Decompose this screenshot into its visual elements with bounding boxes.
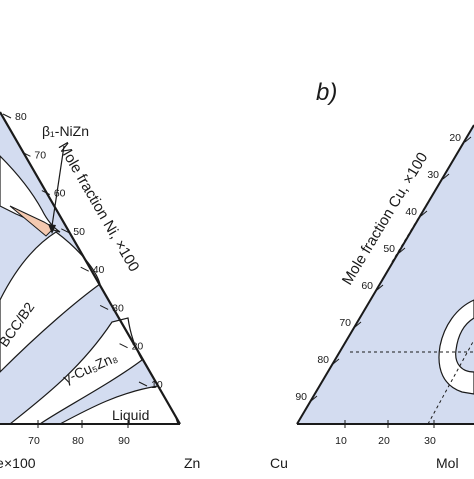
right-edge-tick-mark <box>420 210 428 217</box>
left-edge-tick-mark <box>22 151 31 157</box>
left-edge-tick-mark <box>80 266 89 272</box>
left-annotation-arrow <box>51 145 65 227</box>
left-edge-tick-mark <box>2 113 12 119</box>
left-annotation-arrowhead <box>48 224 56 234</box>
left-edge-tick-mark <box>61 228 70 234</box>
right-edge-tick-label: 70 <box>339 317 351 329</box>
right-edge-tick-mark <box>332 358 340 365</box>
right-edge-tick-label: 30 <box>427 169 439 181</box>
left-white-band-lower <box>8 317 143 425</box>
right-edge-tick-label: 60 <box>361 280 373 292</box>
left-bottom-axis-fragment: ×100 <box>4 455 36 471</box>
left-edge-tick-label: 50 <box>73 226 85 238</box>
left-phase-label-liquid: Liquid <box>112 407 149 423</box>
right-edge-tick-label: 90 <box>295 391 307 403</box>
right-dashed-diagonal <box>427 339 474 425</box>
left-edge-tick-label: 40 <box>93 264 105 276</box>
left-edge-tick-mark <box>99 304 109 310</box>
left-edge-tick-label: 60 <box>54 188 66 200</box>
left-corner-label: Zn <box>184 455 200 471</box>
right-edge-tick-mark <box>442 173 450 180</box>
right-left-edge <box>296 124 474 425</box>
left-bottom-tick-label: 80 <box>72 435 84 447</box>
right-white-region <box>438 299 474 395</box>
left-edge-tick-label: 20 <box>132 341 144 353</box>
left-white-band-bcc <box>0 231 101 373</box>
right-edge-tick-label: 20 <box>449 132 461 144</box>
left-bottom-axis-fragment-mark: e <box>0 455 4 471</box>
right-edge-tick-label: 40 <box>405 206 417 218</box>
right-corner-label: Cu <box>270 455 288 471</box>
left-ticks: 80 70 60 50 40 30 20 10 70 80 90 <box>2 111 163 447</box>
right-edge-tick-mark <box>398 247 406 254</box>
right-edge-tick-mark <box>376 284 384 291</box>
left-annotation-label: β₁-NiZn <box>42 123 89 139</box>
right-edge-tick-mark <box>354 321 362 328</box>
left-bottom-tick-label: 70 <box>28 435 40 447</box>
left-edge-tick-label: 80 <box>15 111 27 123</box>
right-bottom-axis-fragment: Mol <box>436 455 459 471</box>
left-hypotenuse <box>0 111 181 425</box>
right-panel-label: b) <box>316 79 337 106</box>
left-edge-tick-mark <box>41 190 51 196</box>
left-edge-tick-label: 10 <box>151 379 163 391</box>
left-edge-tick-mark <box>119 343 128 349</box>
right-bottom-tick-label: 10 <box>335 435 347 447</box>
right-ticks: 90 80 70 60 50 40 30 20 10 20 30 <box>295 132 472 447</box>
right-edge-tick-label: 80 <box>317 354 329 366</box>
left-edge-tick-label: 30 <box>112 302 124 314</box>
right-edge-tick-mark <box>310 395 318 402</box>
left-edge-tick-mark <box>138 381 148 387</box>
right-bottom-tick-label: 30 <box>424 435 436 447</box>
right-bottom-tick-label: 20 <box>378 435 390 447</box>
right-edge-tick-label: 50 <box>383 243 395 255</box>
left-edge-tick-label: 70 <box>34 149 46 161</box>
left-bottom-tick-label: 90 <box>118 435 130 447</box>
right-edge-tick-mark <box>464 136 472 143</box>
